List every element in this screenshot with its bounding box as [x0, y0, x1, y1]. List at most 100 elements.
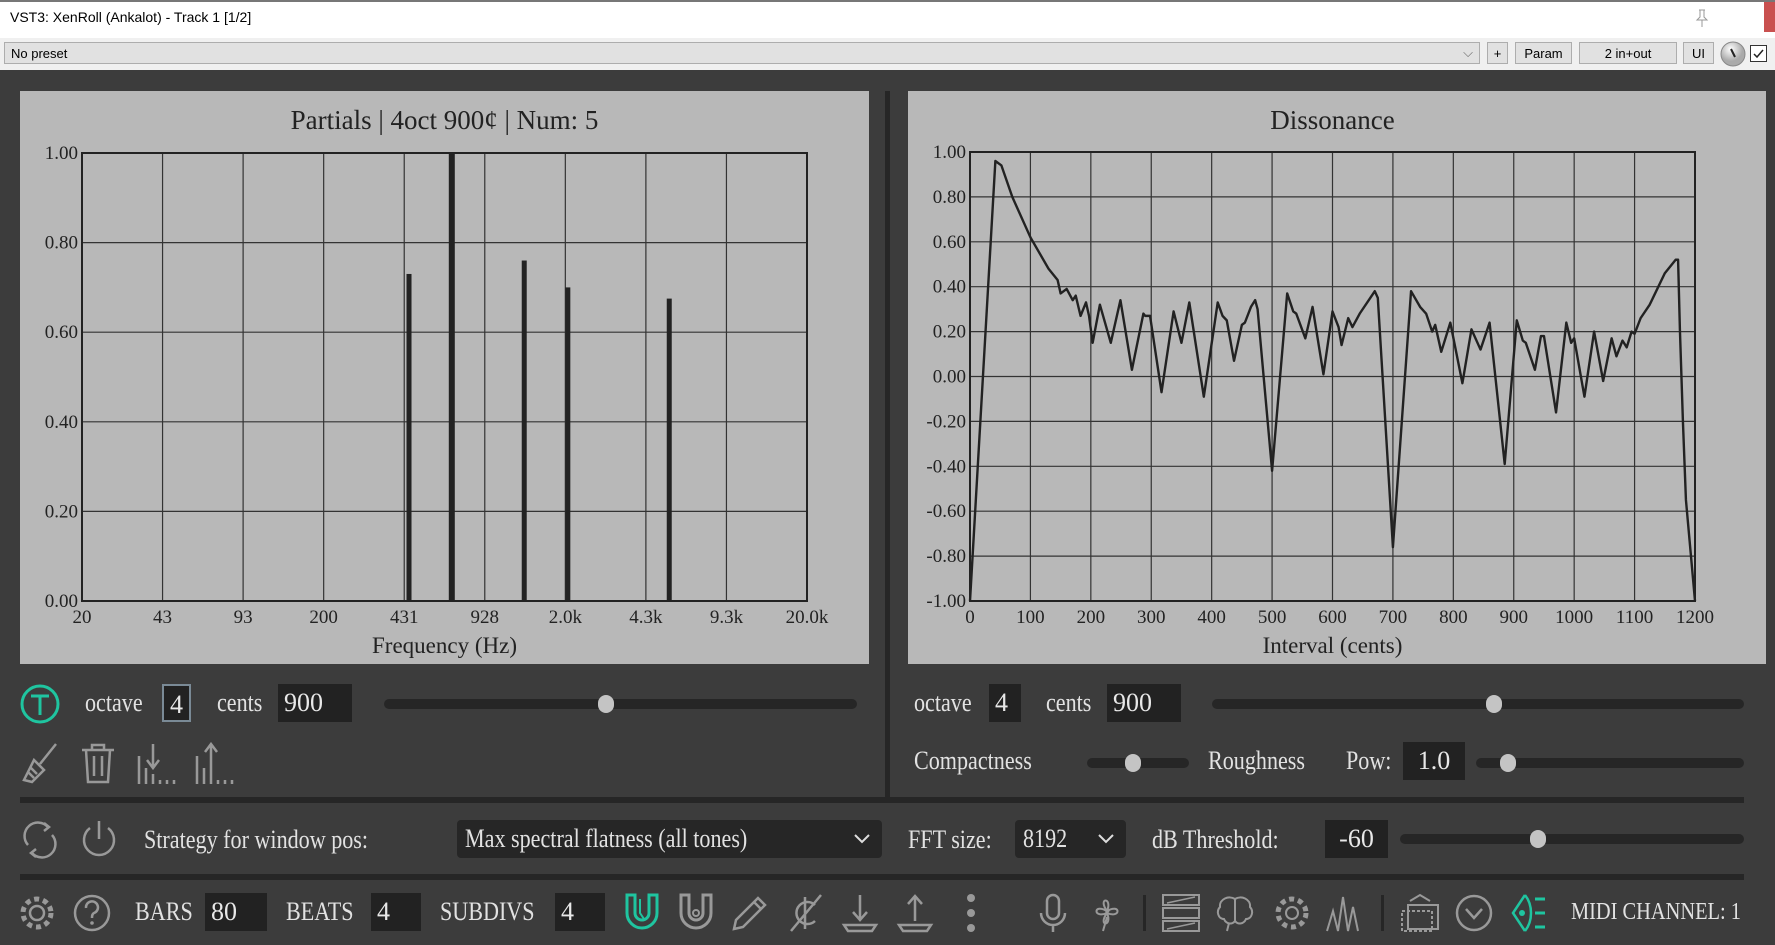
dissonance-chart[interactable]: Dissonance 0 100 200 300 400 500 600 700 800 900 10… [908, 91, 1766, 664]
partial-bar [448, 153, 455, 601]
chevron-circle-down-icon[interactable] [1454, 893, 1494, 933]
fft-size-label: FFT size: [908, 825, 992, 854]
y-tick-label: 0.80 [933, 187, 966, 208]
partial-bar [406, 273, 412, 601]
title-bar [0, 0, 1775, 38]
clover-icon[interactable] [1087, 893, 1127, 933]
layers-list-icon[interactable] [1161, 893, 1201, 933]
y-tick-label: 0.60 [933, 232, 966, 253]
wet-knob[interactable] [1720, 41, 1746, 67]
add-preset-button[interactable]: + [1487, 42, 1508, 64]
chart-title: Partials | 4oct 900¢ | Num: 5 [291, 105, 599, 135]
x-tick-label: 0 [965, 607, 975, 628]
slider-thumb[interactable] [1485, 695, 1502, 713]
y-tick-label: -0.40 [926, 456, 966, 477]
window-title: VST3: XenRoll (Ankalot) - Track 1 [1/2] [10, 9, 252, 25]
chevron-down-icon: ⌵ [1463, 45, 1473, 60]
diss-octave-label: octave [914, 688, 972, 717]
db-threshold-input[interactable]: -60 [1325, 820, 1388, 858]
slider-thumb[interactable] [1124, 754, 1141, 772]
settings-gear-icon[interactable] [17, 893, 57, 933]
x-tick-label: 100 [1016, 607, 1044, 628]
window-stack-icon[interactable] [1400, 893, 1440, 933]
export-partials-icon[interactable] [194, 742, 234, 784]
eye-midi-icon[interactable] [1509, 893, 1549, 933]
gear-brain-icon[interactable] [1272, 893, 1312, 933]
db-threshold-slider[interactable] [1400, 830, 1744, 848]
pin-icon[interactable] [1694, 8, 1710, 28]
subdivs-input[interactable]: 4 [555, 893, 605, 931]
plot-border [81, 152, 808, 602]
diss-cents-slider[interactable] [1212, 695, 1744, 713]
x-tick-label: 4.3k [629, 607, 663, 628]
divider [20, 797, 1744, 803]
y-tick-label: 1.00 [933, 142, 966, 163]
param-button[interactable]: Param [1515, 42, 1572, 64]
tuning-t-icon[interactable] [19, 683, 61, 725]
microphone-icon[interactable] [1033, 893, 1073, 933]
slider-thumb[interactable] [1500, 754, 1517, 772]
beats-input[interactable]: 4 [371, 893, 421, 931]
y-tick-label: -0.80 [926, 546, 966, 567]
x-axis-label: Frequency (Hz) [372, 633, 517, 658]
import-partials-icon[interactable] [136, 742, 176, 784]
refresh-icon[interactable] [20, 819, 60, 861]
slider-thumb[interactable] [1529, 830, 1546, 848]
y-tick-label: 0.40 [933, 277, 966, 298]
download-icon[interactable] [840, 893, 880, 933]
preset-dropdown[interactable]: No preset ⌵ [4, 42, 1480, 64]
x-tick-label: 431 [390, 607, 419, 628]
compactness-slider[interactable] [1087, 754, 1189, 772]
bypass-checkbox[interactable] [1750, 45, 1768, 63]
more-vertical-icon[interactable] [961, 893, 981, 933]
bars-label: BARS [135, 897, 193, 926]
io-button[interactable]: 2 in+out [1579, 42, 1677, 64]
pencil-icon[interactable] [730, 893, 770, 933]
dissonance-panel[interactable]: Dissonance 0 100 200 300 400 500 600 700 800 900 10… [908, 91, 1766, 664]
magnet-snap-icon[interactable] [622, 893, 662, 933]
x-tick-label: 600 [1318, 607, 1347, 628]
cent-strike-icon[interactable] [785, 893, 825, 933]
diss-cents-label: cents [1046, 688, 1092, 717]
x-tick-label: 93 [234, 607, 253, 628]
help-icon[interactable] [72, 893, 112, 933]
brain-icon[interactable] [1215, 893, 1255, 933]
octave-label: octave [85, 688, 143, 717]
bars-input[interactable]: 80 [205, 893, 267, 931]
magnet-icon[interactable] [676, 893, 716, 933]
fft-size-value: 8192 [1023, 824, 1068, 853]
vertical-divider [885, 91, 890, 797]
y-tick-label: -0.60 [926, 501, 966, 522]
compactness-label: Compactness [914, 746, 1032, 775]
diss-octave-input[interactable]: 4 [989, 684, 1021, 722]
partials-panel[interactable]: Partials | 4oct 900¢ | Num: 5 20 43 93 200 43… [20, 91, 869, 664]
x-tick-label: 800 [1439, 607, 1468, 628]
octave-input[interactable]: 4 [162, 684, 191, 722]
preset-value: No preset [11, 45, 68, 61]
x-tick-label: 200 [309, 607, 338, 628]
divider [20, 874, 1744, 880]
diss-cents-input[interactable]: 900 [1107, 684, 1181, 722]
ui-button[interactable]: UI [1683, 42, 1714, 64]
fft-size-dropdown[interactable]: 8192 [1015, 820, 1126, 858]
trash-icon[interactable] [78, 742, 118, 784]
upload-icon[interactable] [895, 893, 935, 933]
y-tick-label: 0.20 [45, 501, 78, 522]
power-icon[interactable] [78, 819, 120, 861]
pow-input[interactable]: 1.0 [1403, 742, 1465, 780]
broom-icon[interactable] [20, 742, 60, 784]
x-tick-label: 300 [1137, 607, 1166, 628]
pow-label: Pow: [1346, 746, 1392, 775]
slider-thumb[interactable] [598, 695, 615, 713]
spectrum-icon[interactable] [1325, 893, 1365, 933]
x-tick-label: 43 [153, 607, 172, 628]
partial-bar [521, 260, 527, 601]
pow-slider[interactable] [1476, 754, 1744, 772]
cents-input[interactable]: 900 [278, 684, 352, 722]
partials-chart[interactable]: Partials | 4oct 900¢ | Num: 5 20 43 93 200 43… [20, 91, 869, 664]
partials-cents-slider[interactable] [384, 695, 857, 713]
close-button[interactable] [1764, 2, 1775, 32]
y-tick-label: 0.00 [933, 367, 966, 388]
strategy-dropdown[interactable]: Max spectral flatness (all tones) [457, 820, 882, 858]
x-tick-label: 900 [1500, 607, 1529, 628]
